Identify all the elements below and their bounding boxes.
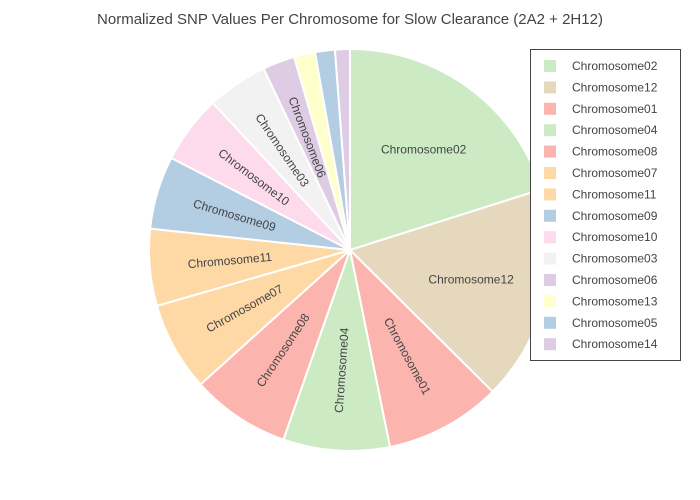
legend-swatch-chromosome11 [544, 188, 556, 201]
legend-swatch-chromosome04 [544, 124, 556, 137]
slice-label-chromosome02: Chromosome02 [381, 142, 467, 156]
legend-label-chromosome13: Chromosome13 [572, 294, 658, 308]
legend-swatch-chromosome02 [544, 60, 556, 72]
legend-swatch-chromosome06 [544, 274, 556, 286]
legend-swatch-chromosome05 [544, 316, 556, 329]
legend-label-chromosome11: Chromosome11 [572, 187, 657, 201]
legend-label-chromosome02: Chromosome02 [572, 59, 658, 73]
legend-label-chromosome12: Chromosome12 [572, 80, 658, 94]
slice-label-chromosome12: Chromosome12 [428, 272, 514, 286]
pie-slice-chromosome08 [199, 249, 351, 441]
legend-label-chromosome04: Chromosome04 [572, 123, 658, 137]
legend-swatch-chromosome10 [544, 231, 556, 244]
legend-label-chromosome09: Chromosome09 [572, 209, 658, 223]
pie-slice-chromosome14 [333, 47, 351, 251]
legend-swatch-chromosome01 [544, 102, 556, 115]
legend-label-chromosome14: Chromosome14 [572, 337, 658, 351]
legend-swatch-chromosome08 [544, 145, 556, 158]
pie-slice-chromosome01 [348, 246, 494, 449]
legend-label-chromosome05: Chromosome05 [572, 316, 658, 330]
legend-label-chromosome08: Chromosome08 [572, 145, 658, 159]
slice-label-chromosome04: Chromosome04 [332, 327, 352, 413]
pie-slices [148, 47, 552, 452]
legend-swatch-chromosome09 [544, 209, 556, 222]
legend-swatch-chromosome13 [544, 295, 556, 308]
pie-slice-chromosome04 [282, 246, 392, 452]
legend-label-chromosome03: Chromosome03 [572, 252, 658, 266]
legend-box [530, 49, 681, 361]
legend-swatch-chromosome03 [544, 252, 556, 265]
legend-label-chromosome01: Chromosome01 [572, 102, 658, 116]
legend-label-chromosome10: Chromosome10 [572, 230, 658, 244]
legend-label-chromosome07: Chromosome07 [572, 166, 658, 180]
legend-swatch-chromosome07 [544, 167, 556, 179]
legend: Chromosome02 Chromosome12 Chromosome01 Chro… [530, 49, 681, 361]
legend-swatch-chromosome12 [544, 81, 556, 94]
legend-swatch-chromosome14 [544, 338, 556, 351]
legend-label-chromosome06: Chromosome06 [572, 273, 658, 287]
chart-title: Normalized SNP Values Per Chromosome for… [97, 11, 603, 28]
